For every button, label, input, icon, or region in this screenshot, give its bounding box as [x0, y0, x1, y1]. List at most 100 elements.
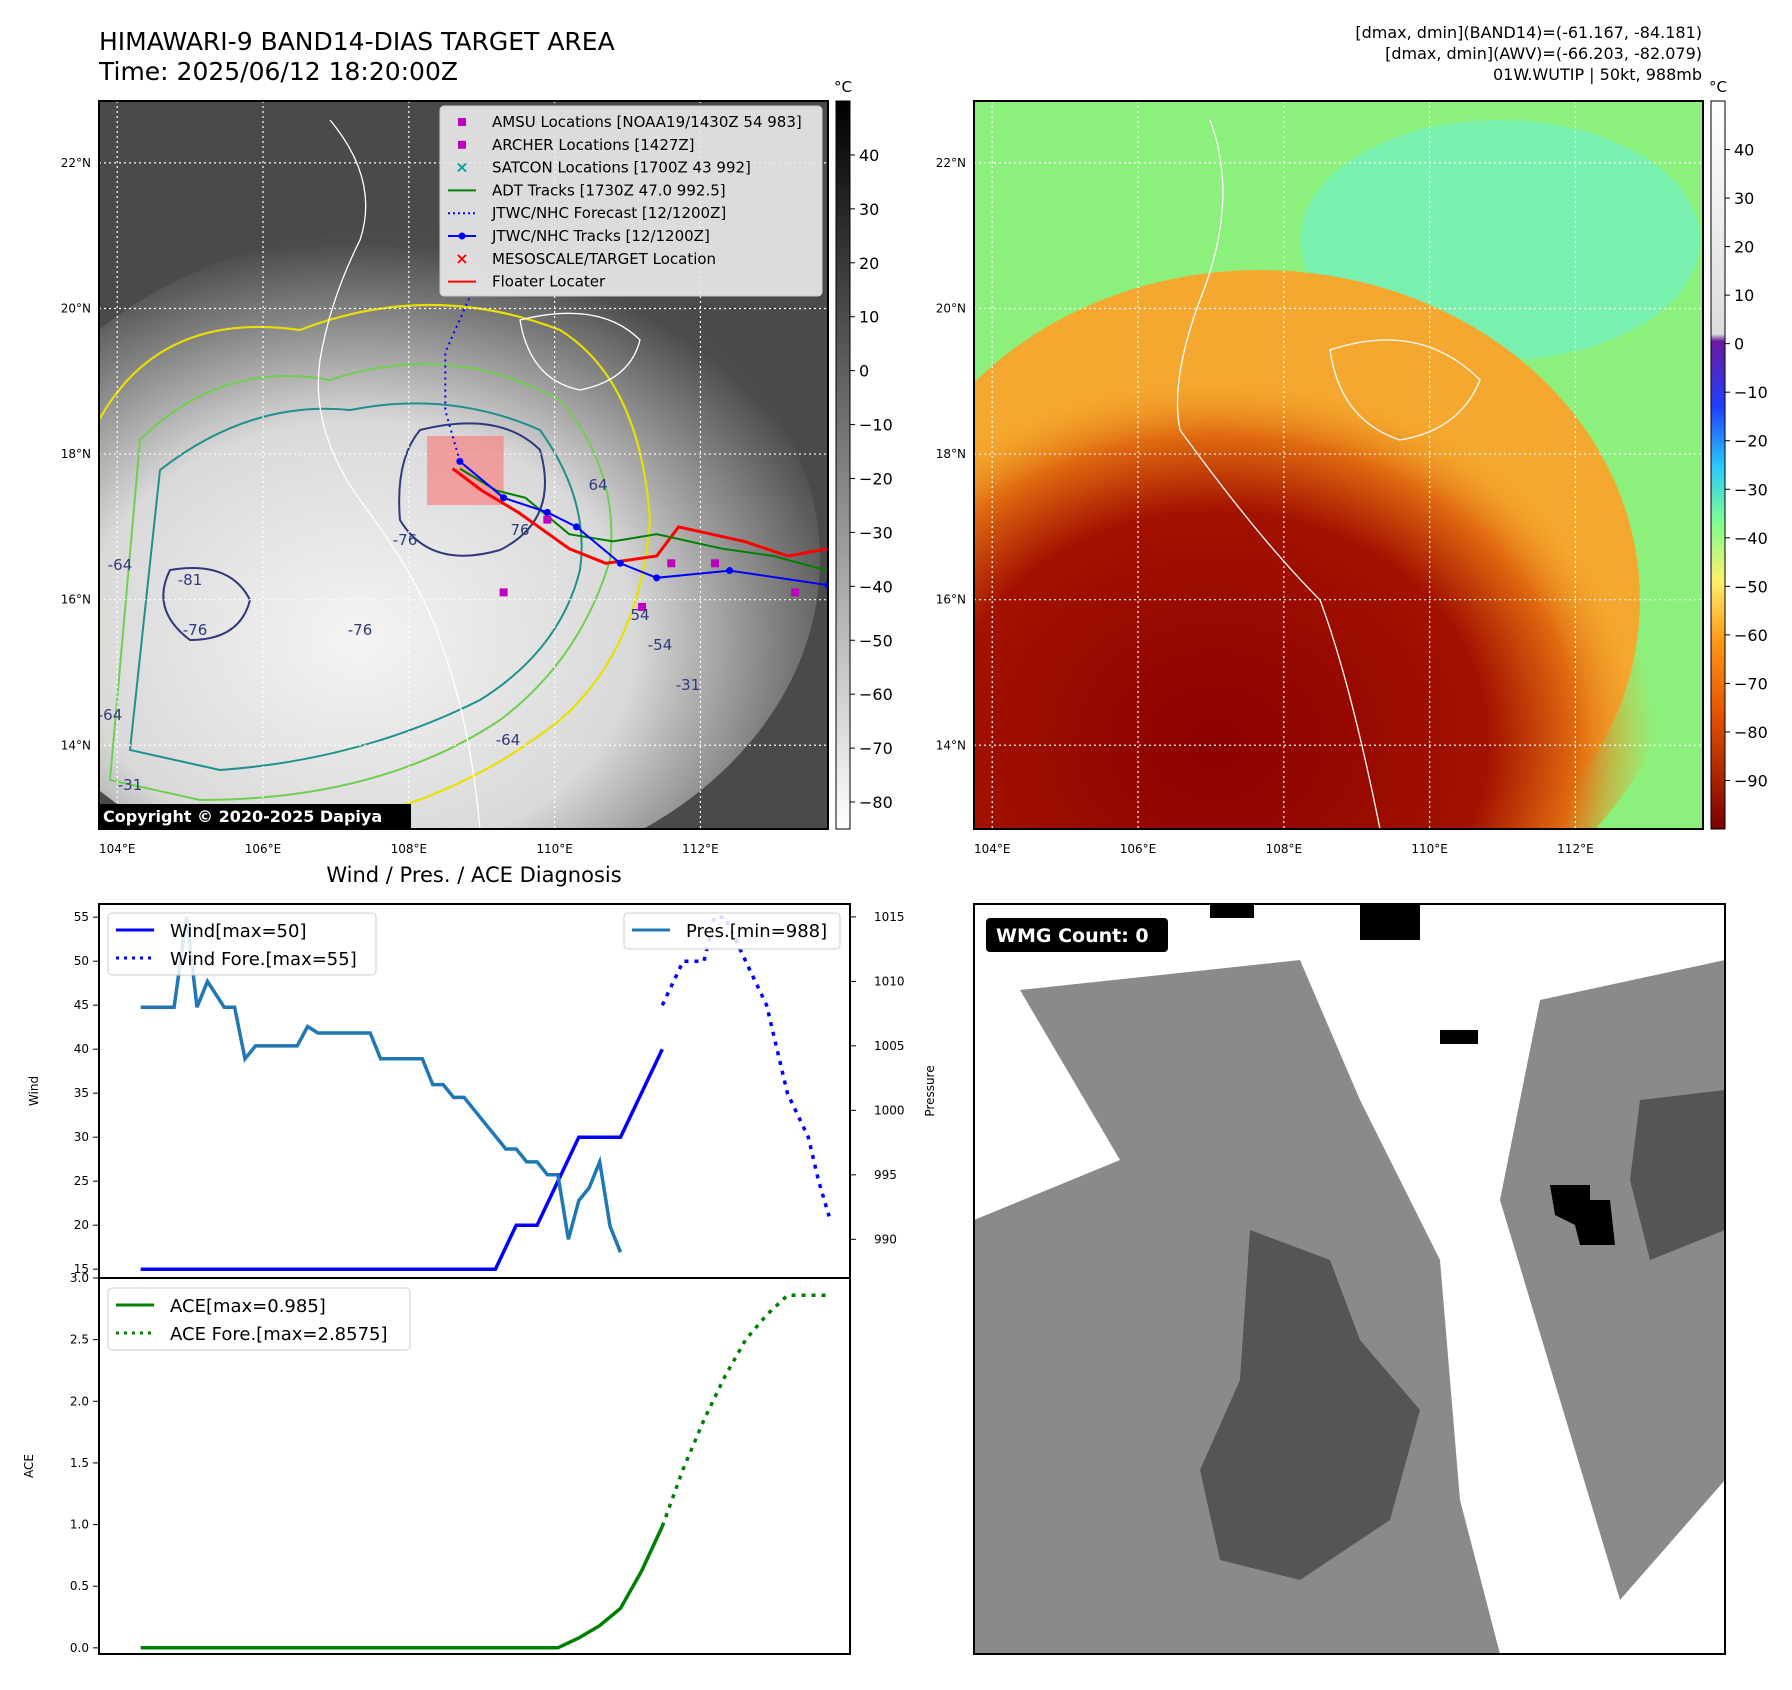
y-tick-label: 3.0 — [70, 1271, 89, 1285]
ir-contour-labels: -81 -76 -76 -64 -64 -76 64 -54 -31 54 -64 -31 76 — [98, 476, 700, 794]
pressure-y-ticks: 990 995 1000 1005 1010 1015 — [850, 910, 905, 1246]
wmg-count-badge — [986, 918, 1168, 952]
y-right-tick-label: 1015 — [874, 910, 905, 924]
jtwc-track-point — [726, 567, 734, 575]
info-storm: 01W.WUTIP | 50kt, 988mb — [1493, 65, 1702, 84]
colorbar-tick-label: −50 — [859, 631, 893, 650]
series-line-wind — [140, 1048, 664, 1271]
ir-colorbar-unit: °C — [834, 78, 852, 96]
contour-label: -76 — [393, 531, 418, 549]
wind-pressure-chart: Wind / Pres. / ACE Diagnosis 15 20 25 30 35 4… — [27, 863, 937, 1279]
wmg-black-cell — [1440, 1030, 1478, 1044]
awv-colorbar-ticks: 40 30 20 10 0 −10 −20 −30 −40 −50 −60 −70 −80 −90 — [1725, 141, 1768, 790]
wmg-black-cell-2 — [1550, 1185, 1615, 1245]
wmg-black-cell-4 — [1210, 904, 1254, 918]
lon-tick-label: 106°E — [1120, 842, 1157, 856]
lat-tick-label: 14°N — [61, 738, 91, 752]
copyright-badge — [99, 804, 411, 829]
legend-label: SATCON Locations [1700Z 43 992] — [492, 159, 751, 177]
wmg-dark-region-east — [1630, 1090, 1725, 1260]
ace-chart: 0.0 0.5 1.0 1.5 2.0 2.5 3.0 ACE ACE[max=0.985]… — [22, 1271, 851, 1655]
colorbar-tick-label: −60 — [1734, 626, 1768, 645]
contour-label: -81 — [178, 571, 203, 589]
legend-marker-x: × — [455, 158, 468, 177]
lon-tick-label: 108°E — [1266, 842, 1303, 856]
wind-legend: Wind[max=50] Wind Fore.[max=55] — [107, 912, 377, 976]
colorbar-tick-label: −90 — [1734, 771, 1768, 790]
ir-cloud-shield — [99, 230, 820, 829]
colorbar-tick-label: −50 — [1734, 577, 1768, 596]
contour-label: 76 — [510, 521, 529, 539]
contour-label: -64 — [496, 731, 521, 749]
lon-tick-label: 110°E — [536, 842, 573, 856]
ir-coastline-hainan — [519, 312, 641, 391]
jtwc-track-point — [572, 523, 580, 531]
series-line-pres- — [140, 916, 623, 1253]
ir-colorbar-ticks: 40 30 20 10 0 −10 −20 −30 −40 −50 −60 −70 −80 — [850, 146, 893, 812]
colorbar-tick-label: −80 — [1734, 723, 1768, 742]
contour-label: -76 — [348, 621, 373, 639]
awv-moist-core — [974, 280, 1680, 829]
wmg-dark-region — [1200, 1230, 1420, 1580]
wmg-frame — [973, 903, 1726, 1655]
legend-label: AMSU Locations [NOAA19/1430Z 54 983] — [492, 113, 802, 131]
colorbar-tick-label: −20 — [859, 469, 893, 488]
colorbar-tick-label: −10 — [859, 416, 893, 435]
lon-tick-label: 104°E — [99, 842, 136, 856]
awv-lat-ticks: 22°N 20°N 18°N 16°N 14°N — [936, 156, 966, 752]
pressure-legend-box — [623, 912, 841, 950]
lat-tick-label: 14°N — [936, 738, 966, 752]
lat-tick-label: 22°N — [61, 156, 91, 170]
ir-legend: AMSU Locations [NOAA19/1430Z 54 983] ARCH… — [439, 105, 823, 297]
awv-coastline-hainan — [1329, 339, 1481, 441]
y-tick-label: 20 — [74, 1218, 89, 1232]
ir-contour-mid — [108, 363, 613, 802]
lat-tick-label: 22°N — [936, 156, 966, 170]
wind-y-ticks: 15 20 25 30 35 40 45 50 55 — [74, 910, 99, 1276]
colorbar-tick-label: 0 — [1734, 335, 1744, 354]
amsu-point — [711, 559, 720, 568]
y-right-tick-label: 995 — [874, 1168, 897, 1182]
legend-entry: AMSU Locations [NOAA19/1430Z 54 983] — [458, 113, 802, 131]
contour-label: -64 — [98, 706, 123, 724]
legend-label: ADT Tracks [1730Z 47.0 992.5] — [492, 181, 726, 199]
lat-tick-label: 20°N — [936, 301, 966, 315]
y-tick-label: 0.5 — [70, 1579, 89, 1593]
legend-entry: Floater Locater — [448, 273, 606, 291]
awv-colorbar-unit: °C — [1709, 78, 1727, 96]
y-tick-label: 55 — [74, 910, 89, 924]
ir-contour-cold — [128, 402, 583, 772]
lon-tick-label: 108°E — [391, 842, 428, 856]
legend-label: JTWC/NHC Forecast [12/1200Z] — [491, 204, 726, 222]
figure-time: Time: 2025/06/12 18:20:00Z — [98, 57, 458, 86]
amsu-point — [543, 515, 552, 524]
awv-gridlines — [974, 101, 1703, 829]
wind-legend-label: Wind[max=50] — [170, 921, 307, 942]
contour-label: 54 — [630, 606, 649, 624]
amsu-archer-points — [499, 515, 800, 611]
pressure-legend-label: Pres.[min=988] — [686, 921, 827, 942]
colorbar-tick-label: 40 — [1734, 141, 1754, 160]
colorbar-tick-label: −10 — [1734, 383, 1768, 402]
jtwc-track-point — [500, 494, 508, 502]
y-tick-label: 40 — [74, 1042, 89, 1056]
ir-contour-warm — [99, 303, 652, 829]
colorbar-tick-label: 0 — [859, 362, 869, 381]
lat-tick-label: 18°N — [936, 447, 966, 461]
contour-label: -76 — [183, 621, 208, 639]
colorbar-tick-label: −40 — [859, 577, 893, 596]
colorbar-tick-label: 40 — [859, 146, 879, 165]
y-right-tick-label: 1010 — [874, 974, 905, 988]
legend-entry: JTWC/NHC Tracks [12/1200Z] — [448, 227, 710, 245]
figure-title: HIMAWARI-9 BAND14-DIAS TARGET AREA — [99, 27, 615, 56]
colorbar-tick-label: −40 — [1734, 529, 1768, 548]
ace-legend-box — [107, 1287, 411, 1351]
amsu-point — [667, 559, 676, 568]
diagnosis-title: Wind / Pres. / ACE Diagnosis — [326, 863, 621, 887]
lon-tick-label: 106°E — [245, 842, 282, 856]
awv-lon-ticks: 104°E 106°E 108°E 110°E 112°E — [974, 842, 1594, 856]
legend-marker-square — [458, 118, 466, 126]
wmg-count-label: WMG Count: 0 — [996, 925, 1149, 947]
ir-contour-coldest — [398, 422, 546, 557]
awv-colorbar — [1710, 100, 1726, 830]
